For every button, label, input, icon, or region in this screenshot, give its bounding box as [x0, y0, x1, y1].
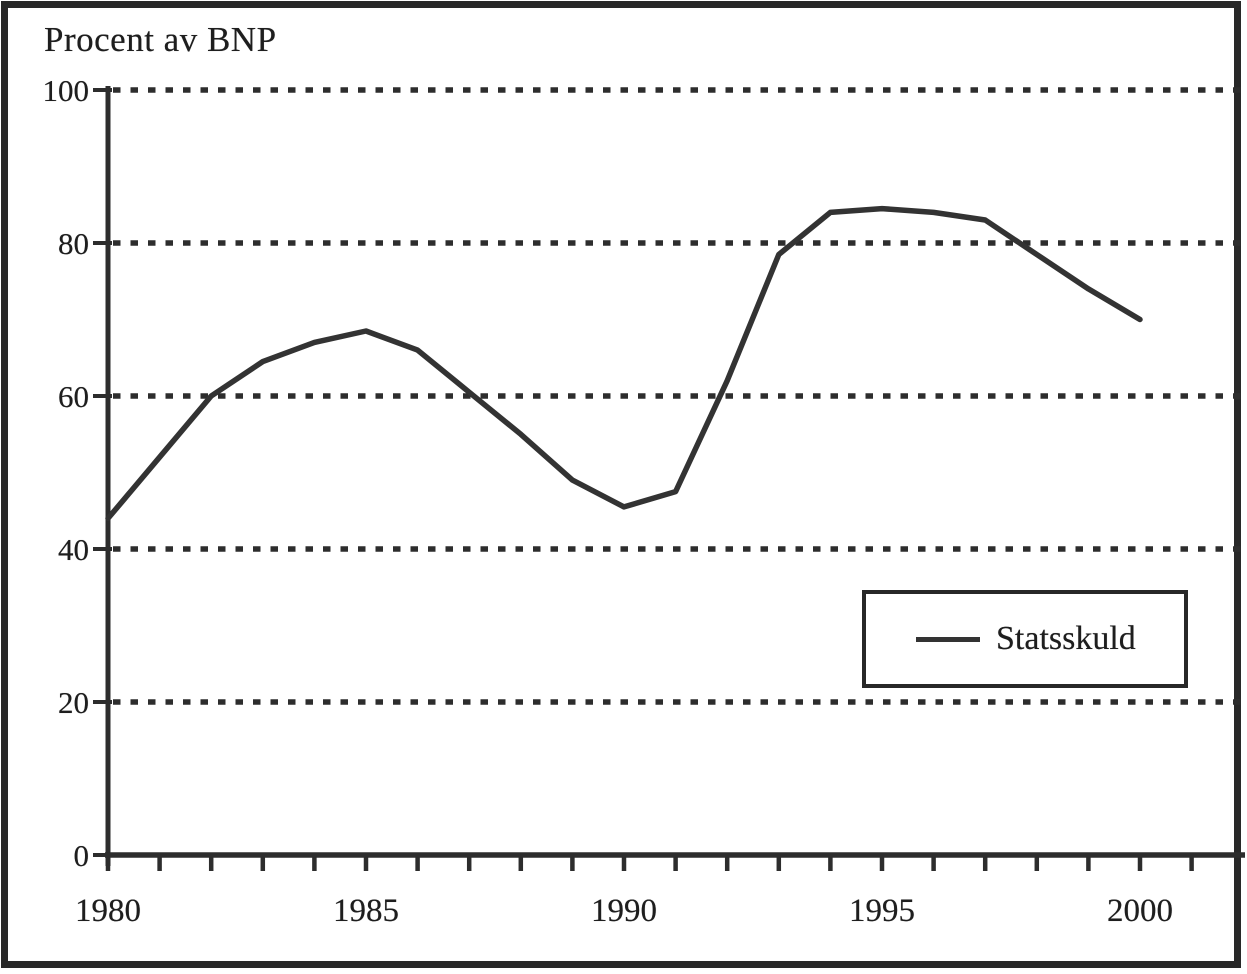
series-line-statsskuld: [105, 205, 1143, 522]
x-tick-label-1995: 1995: [849, 893, 915, 929]
y-tick-label-20: 20: [58, 685, 89, 720]
x-tick-label-2000: 2000: [1107, 893, 1173, 929]
x-tick-label-1990: 1990: [591, 893, 657, 929]
legend-line-sample-icon: [916, 636, 980, 642]
chart-title: Procent av BNP: [44, 20, 277, 59]
y-tick-label-40: 40: [58, 532, 89, 567]
y-tick-label-80: 80: [58, 226, 89, 261]
y-tick-label-0: 0: [74, 838, 90, 873]
legend-label: Statsskuld: [996, 620, 1136, 657]
x-tick-label-1980: 1980: [75, 893, 141, 929]
y-tick-label-100: 100: [43, 73, 90, 108]
y-tick-label-60: 60: [58, 379, 89, 414]
legend: Statsskuld: [862, 590, 1188, 688]
x-tick-label-1985: 1985: [333, 893, 399, 929]
